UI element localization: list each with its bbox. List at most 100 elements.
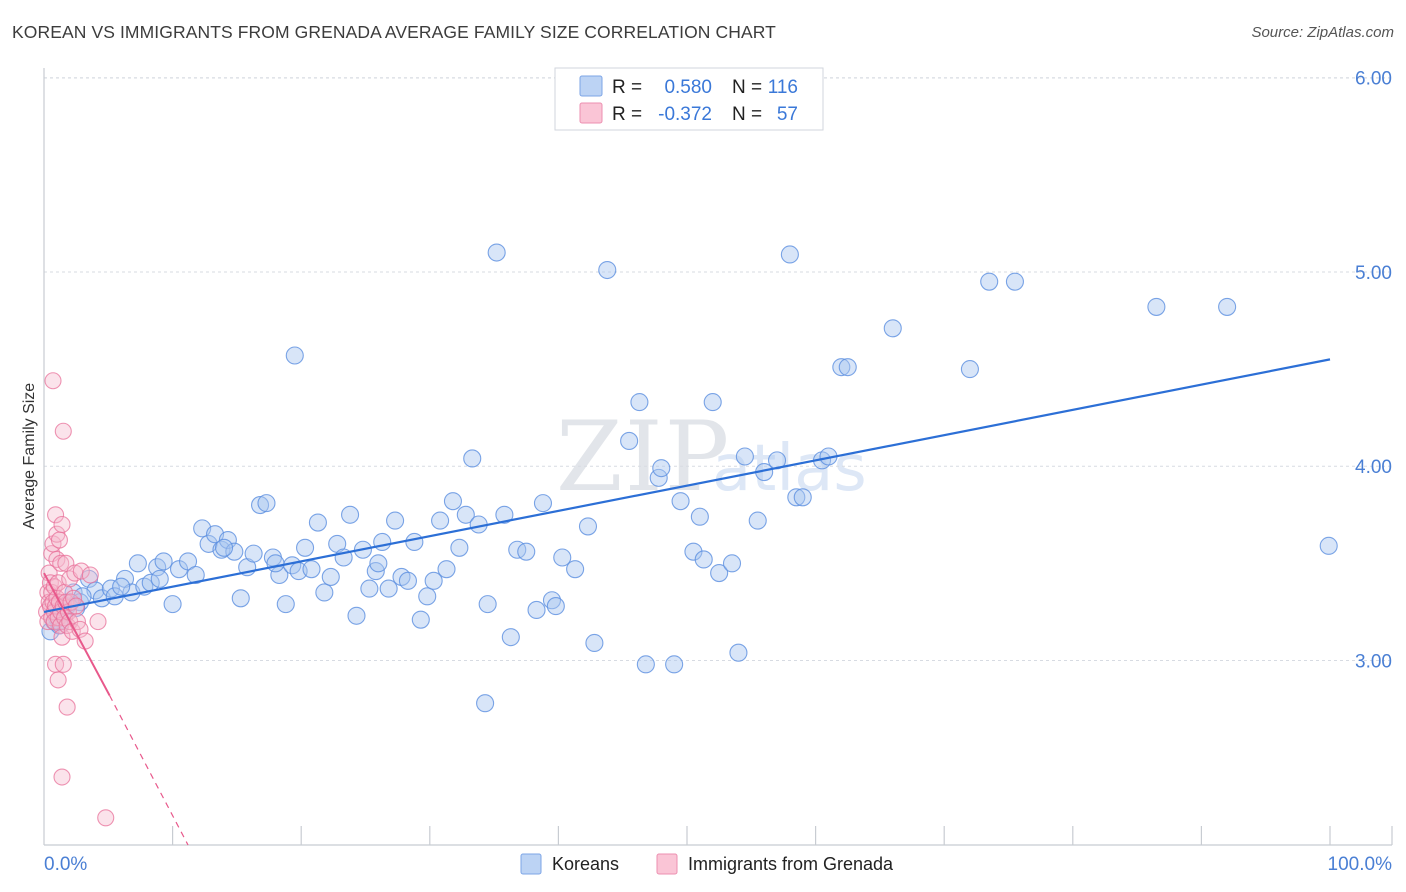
korean-point bbox=[244, 544, 263, 563]
grenada-trend-line-extension bbox=[109, 695, 189, 846]
korean-point bbox=[112, 577, 131, 596]
y-tick-label: 4.00 bbox=[1355, 457, 1392, 478]
korean-point bbox=[533, 494, 553, 513]
bottom-legend-swatch-korean bbox=[520, 853, 542, 875]
korean-point bbox=[128, 554, 147, 573]
korean-point bbox=[598, 260, 617, 280]
korean-point bbox=[443, 492, 462, 511]
korean-point bbox=[620, 431, 639, 451]
bottom-legend-swatch-grenada bbox=[656, 853, 678, 875]
korean-point bbox=[832, 358, 851, 377]
korean-point bbox=[154, 552, 173, 571]
grenada-point bbox=[97, 809, 115, 827]
korean-point bbox=[250, 496, 270, 515]
korean-point bbox=[630, 393, 649, 412]
korean-point bbox=[735, 447, 754, 466]
grenada-point bbox=[58, 698, 76, 716]
watermark-zip: ZIP bbox=[556, 401, 731, 513]
chart-title: KOREAN VS IMMIGRANTS FROM GRENADA AVERAG… bbox=[12, 22, 776, 42]
korean-point bbox=[546, 597, 565, 616]
korean-point bbox=[450, 538, 469, 557]
source-label: Source: ZipAtlas.com bbox=[1251, 24, 1394, 41]
korean-point bbox=[722, 554, 742, 573]
legend-swatch-korean bbox=[579, 75, 603, 97]
korean-point bbox=[883, 319, 902, 338]
y-axis-label: Average Family Size bbox=[21, 383, 38, 530]
axes bbox=[43, 68, 1392, 846]
korean-point bbox=[231, 589, 250, 608]
legend-swatch-grenada bbox=[579, 102, 603, 124]
grenada-point bbox=[44, 372, 62, 390]
korean-point bbox=[225, 542, 244, 561]
korean-point bbox=[424, 571, 443, 590]
korean-point bbox=[373, 532, 392, 552]
y-tick-label: 6.00 bbox=[1355, 69, 1392, 90]
korean-point bbox=[463, 449, 482, 468]
korean-point bbox=[285, 346, 304, 365]
korean-point bbox=[787, 488, 806, 507]
korean-point bbox=[652, 459, 671, 478]
korean-point bbox=[360, 579, 379, 598]
korean-point bbox=[178, 552, 198, 571]
korean-point bbox=[527, 600, 546, 620]
korean-point bbox=[671, 492, 690, 511]
korean-point bbox=[960, 360, 979, 379]
korean-point bbox=[379, 579, 398, 598]
grenada-points bbox=[38, 372, 115, 827]
korean-point bbox=[1005, 272, 1024, 291]
korean-point bbox=[517, 542, 536, 561]
korean-point bbox=[308, 513, 327, 532]
korean-point bbox=[315, 583, 334, 602]
legend-n-label-grenada: N = bbox=[732, 104, 762, 125]
grenada-point bbox=[49, 671, 67, 689]
korean-point bbox=[150, 569, 169, 588]
korean-point bbox=[386, 511, 405, 530]
watermark-atlas: atlas bbox=[712, 432, 867, 506]
grenada-point bbox=[72, 562, 90, 580]
korean-point bbox=[302, 560, 321, 579]
grenada-point bbox=[53, 515, 71, 534]
korean-point bbox=[405, 532, 424, 552]
korean-point bbox=[780, 245, 799, 264]
legend-n-label-korean: N = bbox=[732, 77, 762, 98]
korean-point bbox=[690, 507, 709, 526]
korean-trend-line bbox=[43, 358, 1331, 613]
korean-point bbox=[456, 505, 475, 524]
korean-point bbox=[694, 550, 713, 569]
korean-point bbox=[431, 511, 450, 530]
korean-point bbox=[585, 633, 604, 653]
korean-point bbox=[703, 393, 722, 412]
korean-point bbox=[478, 595, 497, 614]
y-tick-labels: 3.00 4.00 5.00 6.00 bbox=[1355, 69, 1392, 673]
korean-point bbox=[578, 517, 598, 536]
korean-point bbox=[369, 554, 388, 573]
bottom-legend-grenada: Immigrants from Grenada bbox=[688, 854, 894, 874]
korean-point bbox=[1147, 297, 1166, 316]
grenada-point bbox=[50, 531, 68, 549]
korean-point bbox=[437, 560, 456, 579]
legend: R = 0.580 N = 116 R = -0.372 N = 57 bbox=[554, 67, 824, 131]
grenada-point bbox=[47, 506, 65, 524]
korean-point bbox=[636, 655, 655, 674]
grenada-point bbox=[53, 768, 71, 786]
korean-point bbox=[257, 494, 276, 513]
legend-n-value-grenada: 57 bbox=[777, 104, 798, 125]
legend-r-label-korean: R = bbox=[612, 77, 642, 98]
korean-point bbox=[838, 358, 857, 377]
grenada-trend-line bbox=[43, 572, 111, 696]
x-tick-label-max: 100.0% bbox=[1328, 854, 1393, 875]
legend-r-label-grenada: R = bbox=[612, 104, 642, 125]
grenada-point bbox=[52, 554, 70, 572]
korean-point bbox=[793, 488, 812, 507]
korean-point bbox=[495, 505, 514, 524]
korean-point bbox=[411, 610, 430, 629]
korean-point bbox=[163, 595, 182, 614]
korean-point bbox=[186, 565, 205, 585]
grenada-point bbox=[89, 613, 107, 631]
korean-point bbox=[276, 595, 295, 614]
korean-point bbox=[476, 694, 495, 713]
y-tick-label: 3.00 bbox=[1355, 651, 1392, 672]
korean-point bbox=[665, 655, 684, 674]
grenada-point bbox=[81, 566, 99, 584]
korean-point bbox=[341, 505, 360, 524]
